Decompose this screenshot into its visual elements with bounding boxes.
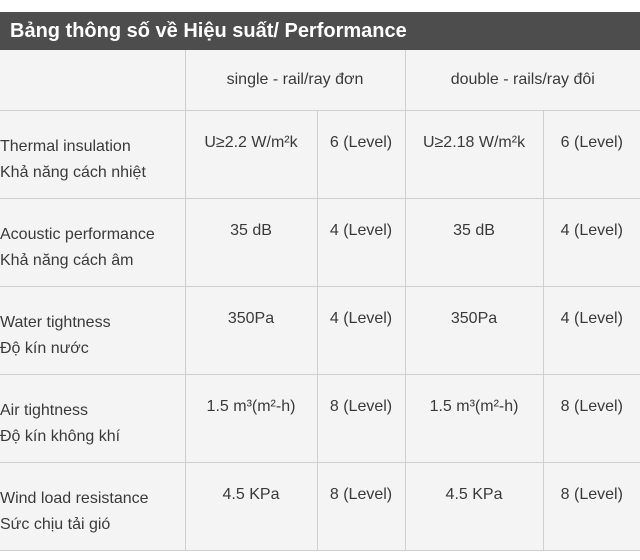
table-row: Thermal insulation Khả năng cách nhiệt U… — [0, 109, 640, 199]
table-header-row: single - rail/ray đơn double - rails/ray… — [0, 50, 640, 111]
single-value: 4.5 KPa — [184, 461, 318, 551]
double-value: U≥2.18 W/m²k — [404, 109, 544, 199]
row-label: Air tightness Độ kín không khí — [0, 373, 186, 463]
table-row: Air tightness Độ kín không khí 1.5 m³(m²… — [0, 373, 640, 463]
row-label: Acoustic performance Khả năng cách âm — [0, 197, 186, 287]
performance-table: single - rail/ray đơn double - rails/ray… — [0, 50, 640, 551]
header-double-rails: double - rails/ray đôi — [404, 50, 640, 111]
double-value: 1.5 m³(m²-h) — [404, 373, 544, 463]
table-row: Water tightness Độ kín nước 350Pa 4 (Lev… — [0, 285, 640, 375]
single-level: 8 (Level) — [316, 373, 406, 463]
single-value: 35 dB — [184, 197, 318, 287]
row-label: Thermal insulation Khả năng cách nhiệt — [0, 109, 186, 199]
header-blank-cell — [0, 50, 186, 111]
header-single-rail: single - rail/ray đơn — [184, 50, 406, 111]
double-level: 4 (Level) — [542, 197, 640, 287]
row-label: Water tightness Độ kín nước — [0, 285, 186, 375]
label-vietnamese: Độ kín không khí — [0, 427, 121, 445]
table-row: Wind load resistance Sức chịu tải gió 4.… — [0, 461, 640, 551]
row-label: Wind load resistance Sức chịu tải gió — [0, 461, 186, 551]
double-level: 4 (Level) — [542, 285, 640, 375]
double-level: 6 (Level) — [542, 109, 640, 199]
single-level: 4 (Level) — [316, 285, 406, 375]
label-vietnamese: Khả năng cách nhiệt — [0, 163, 146, 181]
single-level: 4 (Level) — [316, 197, 406, 287]
double-level: 8 (Level) — [542, 373, 640, 463]
label-vietnamese: Độ kín nước — [0, 339, 89, 357]
single-value: 350Pa — [184, 285, 318, 375]
label-english: Water tightness — [0, 313, 111, 331]
label-english: Wind load resistance — [0, 489, 149, 507]
single-level: 8 (Level) — [316, 461, 406, 551]
label-english: Air tightness — [0, 401, 89, 419]
double-value: 350Pa — [404, 285, 544, 375]
label-vietnamese: Sức chịu tải gió — [0, 515, 111, 533]
label-english: Thermal insulation — [0, 137, 131, 155]
double-level: 8 (Level) — [542, 461, 640, 551]
label-vietnamese: Khả năng cách âm — [0, 251, 134, 269]
label-english: Acoustic performance — [0, 225, 155, 243]
double-value: 35 dB — [404, 197, 544, 287]
single-value: 1.5 m³(m²-h) — [184, 373, 318, 463]
page-title: Bảng thông số về Hiệu suất/ Performance — [0, 12, 640, 50]
double-value: 4.5 KPa — [404, 461, 544, 551]
single-value: U≥2.2 W/m²k — [184, 109, 318, 199]
single-level: 6 (Level) — [316, 109, 406, 199]
table-row: Acoustic performance Khả năng cách âm 35… — [0, 197, 640, 287]
